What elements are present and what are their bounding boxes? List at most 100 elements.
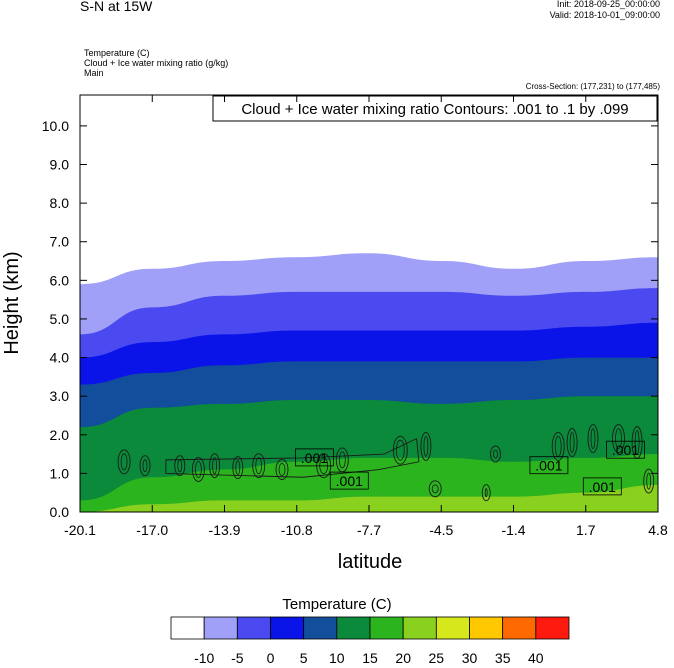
cloud-contour	[142, 459, 148, 473]
run-times: Init: 2018-09-25_00:00:00 Valid: 2018-10…	[550, 0, 660, 21]
cloud-contour	[493, 449, 498, 459]
colorbar-swatch	[435, 616, 470, 640]
y-tick-label: 9.0	[50, 157, 70, 173]
colorbar-swatch	[270, 616, 305, 640]
cloud-contour	[232, 456, 244, 480]
contour-legend-text: Cloud + Ice water mixing ratio Contours:…	[241, 101, 628, 118]
cloud-contour	[646, 472, 652, 490]
y-tick-label: 4.0	[50, 350, 70, 366]
x-tick-label: -1.4	[501, 522, 525, 538]
colorbar-label: 30	[462, 650, 478, 666]
colorbar-label: 25	[429, 650, 445, 666]
cloud-contour	[587, 424, 599, 454]
x-tick-label: -17.0	[136, 522, 168, 538]
field-temperature: Temperature (C)	[84, 48, 150, 58]
colorbar-swatch	[170, 616, 205, 640]
colorbar-swatch	[336, 616, 371, 640]
x-tick-label: -20.1	[64, 522, 96, 538]
y-tick-label: 6.0	[50, 272, 70, 288]
contour-legend: Cloud + Ice water mixing ratio Contours:…	[212, 95, 658, 122]
cloud-contour	[484, 488, 488, 498]
y-axis: 0.0 1.0 2.0 3.0 4.0 5.0 6.0 7.0 8.0 9.0 10.0	[42, 118, 658, 520]
cloud-contour	[551, 431, 565, 461]
cloud-contour	[174, 455, 186, 477]
cloud-contour	[612, 424, 625, 454]
y-tick-label: 5.0	[50, 311, 70, 327]
contour-label-box	[529, 456, 569, 475]
cloud-contour	[634, 430, 640, 455]
field-main: Main	[84, 68, 104, 78]
colorbar-swatch	[469, 616, 504, 640]
colorbar-label: 40	[528, 650, 544, 666]
cloud-contour	[191, 457, 205, 482]
cloud-contour	[252, 453, 266, 479]
cloud-contour-band	[165, 437, 420, 478]
colorbar-label: 5	[300, 650, 308, 666]
colorbar-label: -5	[231, 650, 244, 666]
cloud-contour	[395, 439, 405, 461]
contour-label-box	[606, 440, 645, 459]
cloud-contour	[490, 445, 501, 463]
contour-label: .001	[612, 442, 639, 458]
contour-labels: .001 .001 .001 .001 .001	[294, 440, 645, 496]
x-tick-label: -7.7	[357, 522, 381, 538]
y-tick-label: 3.0	[50, 388, 70, 404]
colorbar-label: 0	[267, 650, 275, 666]
cloud-contour	[212, 457, 218, 475]
colorbar-swatch	[402, 616, 437, 640]
cloud-contour	[590, 428, 596, 450]
x-tick-label: 1.7	[576, 522, 596, 538]
contour-label: .001	[589, 479, 616, 495]
y-tick-label: 7.0	[50, 234, 70, 250]
cloud-contour	[615, 428, 622, 450]
y-tick-label: 0.0	[50, 504, 70, 520]
cloud-contour	[278, 463, 286, 476]
colorbar-swatch	[535, 616, 570, 640]
cloud-contour	[423, 435, 429, 457]
y-axis-label: Height (km)	[1, 251, 23, 354]
cloud-contour	[338, 451, 346, 469]
colorbar-title: Temperature (C)	[282, 596, 392, 613]
field-cloud-ice: Cloud + Ice water mixing ratio (g/kg)	[84, 58, 229, 68]
colorbar-label: 20	[395, 650, 411, 666]
cloud-contour	[209, 453, 221, 479]
x-tick-label: -4.5	[429, 522, 453, 538]
cloud-contour	[120, 453, 128, 471]
cloud-contour	[481, 484, 491, 502]
cloud-contour	[275, 459, 289, 480]
contour-label: .001	[535, 458, 562, 474]
colorbar-label: -10	[194, 650, 214, 666]
colorbar-swatch	[303, 616, 338, 640]
colorbar-swatch	[236, 616, 271, 640]
cloud-contour	[255, 457, 263, 475]
x-tick-label: 4.8	[648, 522, 668, 538]
contour-label: .001	[301, 450, 328, 466]
y-tick-label: 10.0	[42, 118, 69, 134]
colorbar-label: 15	[362, 650, 378, 666]
x-axis: -20.1 -17.0 -13.9 -10.8 -7.7 -4.5 -1.4 1.7 4.8	[64, 95, 668, 538]
cloud-contour	[420, 431, 432, 461]
cloud-contour	[569, 432, 575, 453]
cloud-contour	[139, 455, 151, 477]
y-tick-label: 1.0	[50, 465, 70, 481]
valid-time: Valid: 2018-10-01_09:00:00	[549, 10, 660, 20]
cloud-contour	[194, 461, 202, 478]
field-list: Temperature (C) Cloud + Ice water mixing…	[84, 48, 228, 78]
cloud-contour	[566, 428, 578, 457]
cloud-contour	[235, 460, 241, 476]
contour-label-box	[329, 471, 369, 490]
temperature-fill	[80, 95, 658, 512]
contour-label-box	[294, 448, 334, 467]
contour-label: .001	[336, 473, 363, 489]
y-tick-label: 2.0	[50, 427, 70, 443]
y-tick-label: 8.0	[50, 195, 70, 211]
cloud-contour	[643, 468, 655, 494]
x-tick-label: -13.9	[209, 522, 241, 538]
x-tick-label: -10.8	[281, 522, 313, 538]
cross-section-label: Cross-Section: (177,231) to (177,485)	[525, 82, 660, 91]
colorbar-label: 10	[329, 650, 345, 666]
x-axis-label: latitude	[338, 551, 403, 573]
contour-label-box	[582, 477, 622, 496]
cloud-contour	[428, 480, 442, 498]
